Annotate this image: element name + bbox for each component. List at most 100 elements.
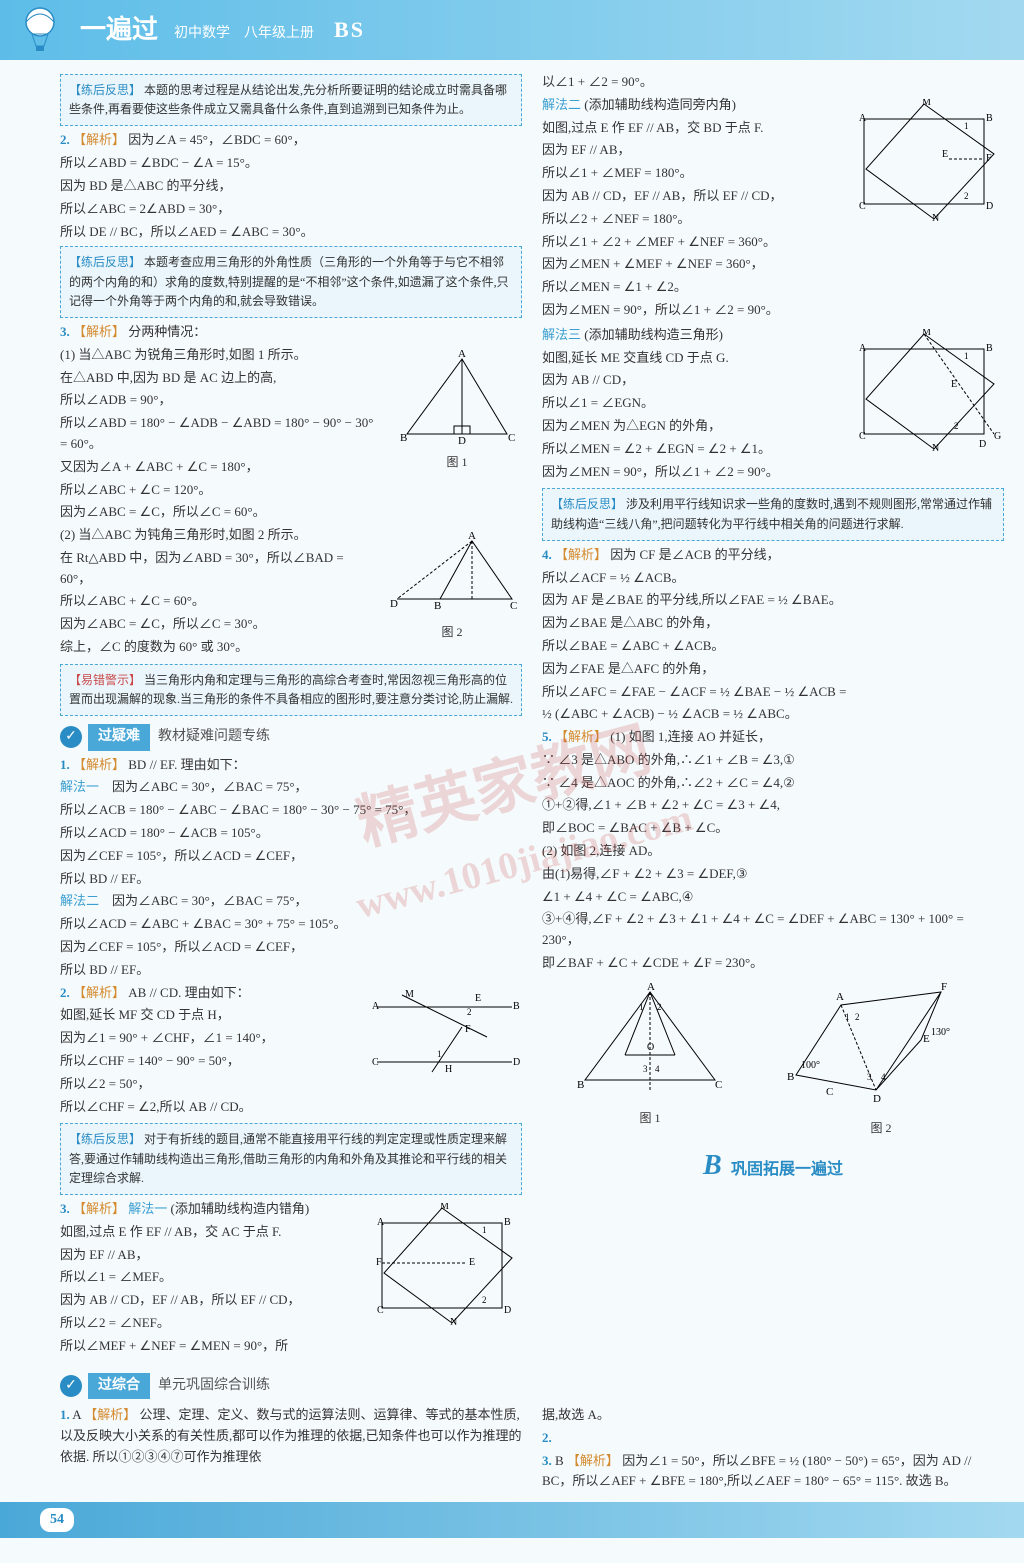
line: ∠1 + ∠4 + ∠C = ∠ABC,④ [542, 887, 1004, 908]
page-footer: 54 [0, 1502, 1024, 1538]
svg-text:B: B [577, 1079, 584, 1091]
svg-text:F: F [986, 153, 992, 164]
svg-text:N: N [450, 1317, 457, 1328]
svg-text:C: C [859, 201, 866, 212]
svg-text:2: 2 [954, 421, 959, 431]
warning-box: 【易错警示】 当三角形内角和定理与三角形的高综合考查时,常因忽视三角形高的位置而… [60, 664, 522, 716]
svg-text:A: A [647, 981, 655, 993]
big-b-icon: B [703, 1150, 722, 1181]
svg-text:M: M [922, 329, 931, 338]
check-icon: ✓ [60, 1375, 82, 1397]
comp-item-1-cont: 据,故选 A。 [542, 1405, 1004, 1426]
svg-text:A: A [859, 113, 867, 124]
analysis-label: 【解析】 [555, 729, 607, 744]
svg-text:2: 2 [482, 1295, 487, 1305]
figure-2: D B C A 图 2 [382, 529, 522, 642]
line: 因为∠A = 45°，∠BDC = 60°， [128, 132, 305, 147]
line: ①+②得,∠1 + ∠B + ∠2 + ∠C = ∠3 + ∠4, [542, 795, 1004, 816]
item-num: 2. [60, 132, 70, 147]
method-label: 解法二 [542, 97, 581, 112]
svg-text:E: E [942, 149, 948, 160]
svg-text:D: D [873, 1093, 881, 1105]
line: ∵ ∠3 是△ABO 的外角,∴∠1 + ∠B = ∠3,① [542, 750, 1004, 771]
section-band: 过疑难 [88, 724, 150, 750]
line: 因为∠BAE 是△ABC 的外角， [542, 613, 1004, 634]
item-num: 2. [60, 985, 70, 1000]
item-num: 4. [542, 547, 552, 562]
page-number: 54 [40, 1508, 74, 1532]
svg-text:1: 1 [964, 121, 969, 131]
section-tail: 教材疑难问题专练 [158, 726, 270, 748]
method-tail: (添加辅助线构造内错角) [171, 1201, 310, 1216]
svg-text:C: C [508, 432, 515, 444]
line: 由(1)易得,∠F + ∠2 + ∠3 = ∠DEF,③ [542, 864, 1004, 885]
section-yinan-head: ✓ 过疑难 教材疑难问题专练 [60, 724, 522, 750]
qn-3: A B C D M N E F 1 2 3. 【解析】 解法一 [60, 1199, 522, 1359]
svg-text:100°: 100° [801, 1060, 820, 1071]
box-label: 【练后反思】 [69, 1132, 141, 1146]
figure-5-2: A B D E F C 100° 130° 1 2 3 4 图 2 [781, 980, 981, 1138]
reflection-box-1: 【练后反思】 本题的思考过程是从结论出发,先分析所要证明的结论成立时需具备哪些条… [60, 74, 522, 126]
svg-text:O: O [647, 1042, 654, 1053]
svg-text:A: A [372, 1001, 380, 1012]
section-band: 过综合 [88, 1373, 150, 1399]
page: 一遍过 初中数学 八年级上册 BS 精英家教网 www.1010jiajiao.… [0, 0, 1024, 1538]
svg-text:N: N [932, 213, 939, 224]
svg-text:G: G [994, 431, 1001, 442]
answer: B [555, 1453, 564, 1468]
line: 所以∠ACF = ½ ∠ACB。 [542, 568, 1004, 589]
line: 所以 DE // BC，所以∠AED = ∠ABC = 30°。 [60, 222, 522, 243]
reflection-box-2: 【练后反思】 本题考查应用三角形的外角性质（三角形的一个外角等于与它不相邻的两个… [60, 246, 522, 318]
line: 所以∠AFC = ∠FAE − ∠ACF = ½ ∠BAE − ½ ∠ACB = [542, 682, 1004, 703]
svg-text:B: B [434, 600, 441, 612]
item-5: 5. 【解析】 (1) 如图 1,连接 AO 并延长， [542, 727, 1004, 748]
method-2-block: A B C D M N E F 1 2 解法二 (添加辅助线构造同旁内角) 如图… [542, 95, 1004, 323]
analysis-label: 【解析】 [567, 1453, 619, 1468]
svg-text:F: F [941, 981, 947, 993]
line: ③+④得,∠F + ∠2 + ∠3 + ∠1 + ∠4 + ∠C = ∠DEF … [542, 909, 1004, 951]
figure-qn2: A E B C D M F H 2 1 [367, 987, 522, 1089]
line: 所以∠MEF + ∠NEF = ∠MEN = 90°，所 [60, 1336, 522, 1357]
section-comprehensive-head: ✓ 过综合 单元巩固综合训练 [60, 1373, 1004, 1399]
series-sub: 初中数学 八年级上册 [174, 23, 314, 45]
item-2: 2. 【解析】 因为∠A = 45°，∠BDC = 60°， [60, 130, 522, 151]
analysis-label: 【解析】 [84, 1407, 136, 1422]
analysis-label: 【解析】 [555, 547, 607, 562]
item-num: 1. [60, 757, 70, 772]
fig-caption: 图 1 [565, 1109, 735, 1128]
line: 所以 BD // EF。 [60, 869, 522, 890]
line: 因为∠CEF = 105°，所以∠ACD = ∠CEF， [60, 937, 522, 958]
analysis-label: 【解析】 [73, 1201, 125, 1216]
edition-code: BS [334, 12, 365, 47]
svg-text:3: 3 [867, 1072, 872, 1082]
line: 因为∠MEN = 90°，所以∠1 + ∠2 = 90°。 [542, 300, 1004, 321]
svg-text:2: 2 [855, 1012, 860, 1022]
analysis-label: 【解析】 [73, 985, 125, 1000]
svg-text:D: D [979, 439, 986, 450]
line: 所以∠MEN = ∠1 + ∠2。 [542, 277, 1004, 298]
line: 因为∠MEN + ∠MEF + ∠NEF = 360°， [542, 254, 1004, 275]
svg-text:A: A [468, 530, 476, 542]
line: 因为 AF 是∠BAE 的平分线,所以∠FAE = ½ ∠BAE。 [542, 590, 1004, 611]
svg-text:A: A [859, 343, 867, 354]
svg-text:M: M [405, 989, 414, 1000]
line: (2) 如图 2,连接 AD。 [542, 841, 1004, 862]
svg-text:B: B [504, 1217, 511, 1228]
qn-2: A E B C D M F H 2 1 2. 【解析】 AB // [60, 983, 522, 1120]
method-3-block: A B C D M N E G 1 2 解法三 (添加辅助线构造三角形) 如图,… [542, 325, 1004, 485]
svg-text:4: 4 [655, 1064, 660, 1074]
svg-text:E: E [475, 993, 481, 1004]
svg-text:D: D [390, 598, 398, 610]
line: 所以∠ACD = ∠ABC + ∠BAC = 30° + 75° = 105°。 [60, 914, 522, 935]
svg-text:B: B [986, 113, 993, 124]
b-title: 巩固拓展一遍过 [731, 1161, 843, 1178]
answer: A [72, 1407, 81, 1422]
reflection-box-4: 【练后反思】 对于有折线的题目,通常不能直接用平行线的判定定理或性质定理来解答,… [60, 1123, 522, 1195]
svg-text:N: N [932, 443, 939, 454]
method-label: 解法三 [542, 327, 581, 342]
comp-item-2: 2. [542, 1428, 1004, 1449]
figure-m2: A B C D M N E F 1 2 [854, 99, 1004, 231]
box-label: 【练后反思】 [551, 497, 623, 511]
method-label: 解法一 [60, 779, 99, 794]
comp-item-3: 3. B 【解析】 因为∠1 = 50°，所以∠BFE = ½ (180° − … [542, 1451, 1004, 1493]
